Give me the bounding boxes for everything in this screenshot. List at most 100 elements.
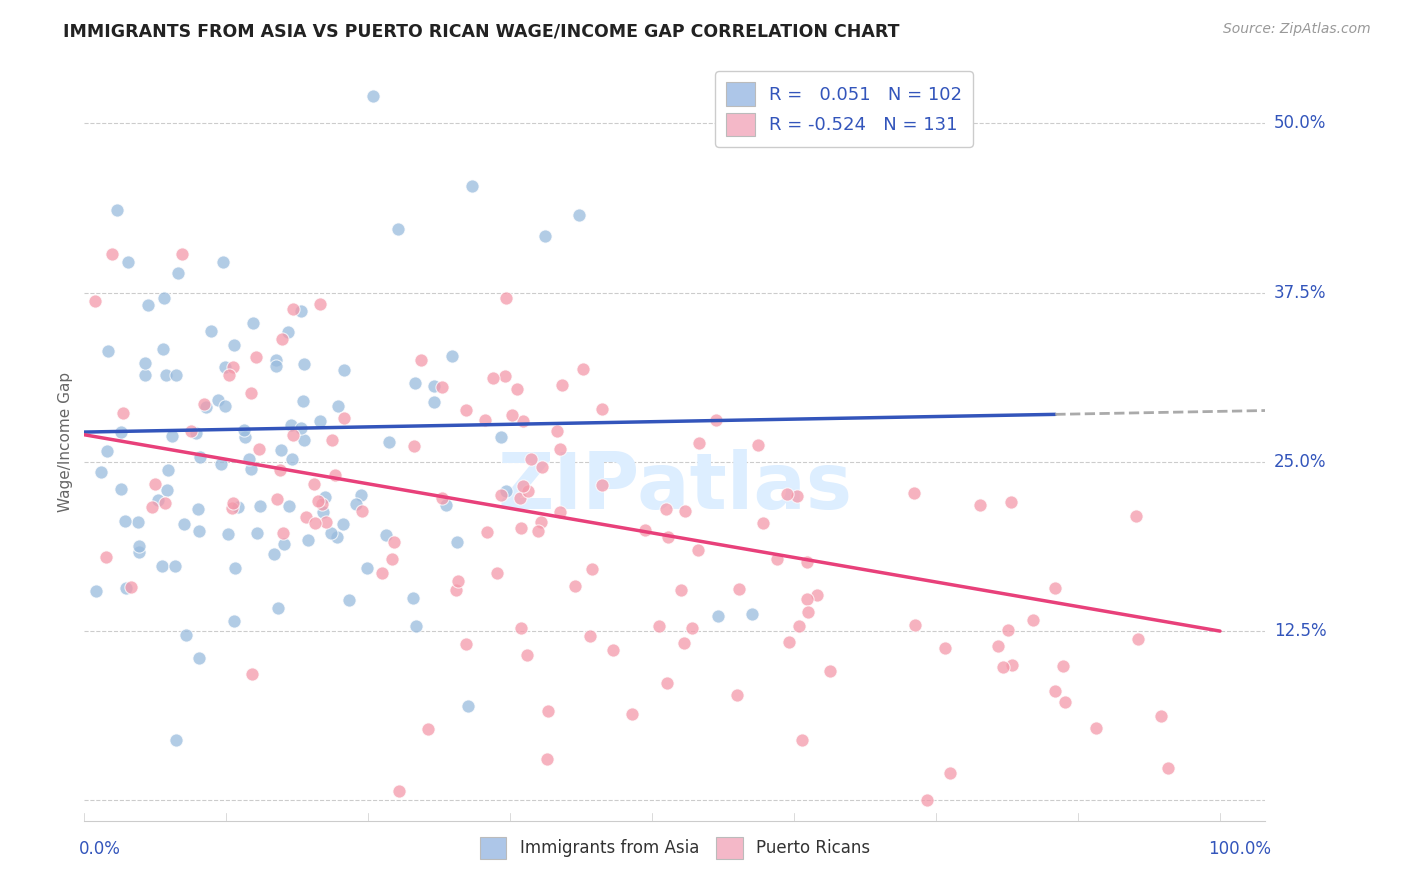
Point bbox=[291, 393, 314, 408]
Point bbox=[536, 752, 558, 766]
Point bbox=[1000, 495, 1022, 509]
Point bbox=[226, 500, 249, 514]
Point bbox=[170, 247, 193, 261]
Point bbox=[94, 550, 117, 565]
Point bbox=[314, 490, 336, 504]
Point bbox=[167, 266, 190, 280]
Point bbox=[84, 293, 107, 308]
Point bbox=[688, 436, 710, 450]
Point bbox=[263, 547, 285, 561]
Point bbox=[136, 298, 159, 312]
Point bbox=[991, 660, 1014, 674]
Point bbox=[939, 765, 962, 780]
Point bbox=[214, 399, 236, 413]
Point bbox=[404, 376, 426, 390]
Point bbox=[350, 504, 373, 518]
Point bbox=[494, 368, 516, 383]
Point bbox=[152, 342, 174, 356]
Point bbox=[297, 533, 319, 547]
Point bbox=[1001, 657, 1024, 672]
Point bbox=[1085, 721, 1108, 735]
Point bbox=[323, 468, 346, 483]
Point bbox=[160, 428, 183, 442]
Point bbox=[333, 363, 356, 377]
Point bbox=[280, 451, 302, 466]
Point bbox=[266, 491, 288, 506]
Point bbox=[440, 349, 463, 363]
Point bbox=[277, 326, 299, 340]
Point bbox=[591, 402, 613, 417]
Point bbox=[1052, 658, 1074, 673]
Point bbox=[602, 643, 624, 657]
Point bbox=[332, 411, 354, 425]
Point bbox=[224, 337, 246, 351]
Point bbox=[110, 425, 132, 439]
Point bbox=[411, 353, 433, 368]
Point bbox=[377, 435, 399, 450]
Point bbox=[792, 733, 814, 747]
Point bbox=[423, 395, 446, 409]
Point bbox=[264, 353, 287, 368]
Point bbox=[165, 368, 187, 383]
Point bbox=[707, 609, 730, 624]
Point bbox=[269, 463, 291, 477]
Text: ZIPatlas: ZIPatlas bbox=[498, 449, 852, 525]
Point bbox=[987, 639, 1010, 653]
Point bbox=[751, 516, 773, 530]
Point bbox=[148, 492, 170, 507]
Point bbox=[292, 357, 315, 371]
Point bbox=[796, 555, 818, 569]
Point bbox=[249, 499, 271, 513]
Point bbox=[308, 413, 330, 427]
Point bbox=[267, 600, 290, 615]
Point bbox=[512, 479, 534, 493]
Point bbox=[903, 485, 925, 500]
Point bbox=[165, 558, 187, 573]
Point bbox=[422, 379, 444, 393]
Point bbox=[527, 524, 550, 538]
Point bbox=[655, 502, 678, 516]
Point bbox=[1022, 613, 1045, 627]
Point bbox=[302, 477, 325, 491]
Point bbox=[382, 534, 405, 549]
Text: 100.0%: 100.0% bbox=[1208, 839, 1271, 857]
Point bbox=[681, 621, 703, 635]
Point bbox=[456, 637, 478, 651]
Point bbox=[120, 580, 142, 594]
Point bbox=[727, 582, 749, 596]
Text: Source: ZipAtlas.com: Source: ZipAtlas.com bbox=[1223, 22, 1371, 37]
Point bbox=[319, 526, 342, 541]
Point bbox=[134, 356, 156, 370]
Text: 0.0%: 0.0% bbox=[79, 839, 121, 857]
Point bbox=[969, 498, 991, 512]
Point bbox=[495, 291, 517, 305]
Point bbox=[233, 430, 256, 444]
Point bbox=[150, 559, 173, 574]
Point bbox=[173, 517, 195, 532]
Point bbox=[581, 562, 603, 576]
Point bbox=[374, 527, 396, 541]
Point bbox=[270, 332, 292, 346]
Point bbox=[283, 301, 305, 316]
Point bbox=[281, 428, 304, 442]
Point bbox=[155, 368, 177, 382]
Point bbox=[655, 676, 678, 690]
Point bbox=[461, 179, 484, 194]
Point bbox=[221, 500, 243, 515]
Point bbox=[501, 409, 523, 423]
Point bbox=[111, 406, 134, 420]
Point bbox=[270, 443, 292, 458]
Point bbox=[304, 516, 326, 531]
Point bbox=[495, 483, 517, 498]
Point bbox=[531, 460, 554, 475]
Point bbox=[551, 377, 574, 392]
Point bbox=[533, 229, 555, 244]
Point bbox=[516, 483, 538, 498]
Text: 50.0%: 50.0% bbox=[1274, 114, 1326, 132]
Point bbox=[402, 591, 425, 606]
Point bbox=[200, 324, 222, 338]
Point bbox=[101, 247, 124, 261]
Point bbox=[509, 521, 531, 535]
Point bbox=[240, 462, 263, 476]
Point bbox=[537, 704, 560, 718]
